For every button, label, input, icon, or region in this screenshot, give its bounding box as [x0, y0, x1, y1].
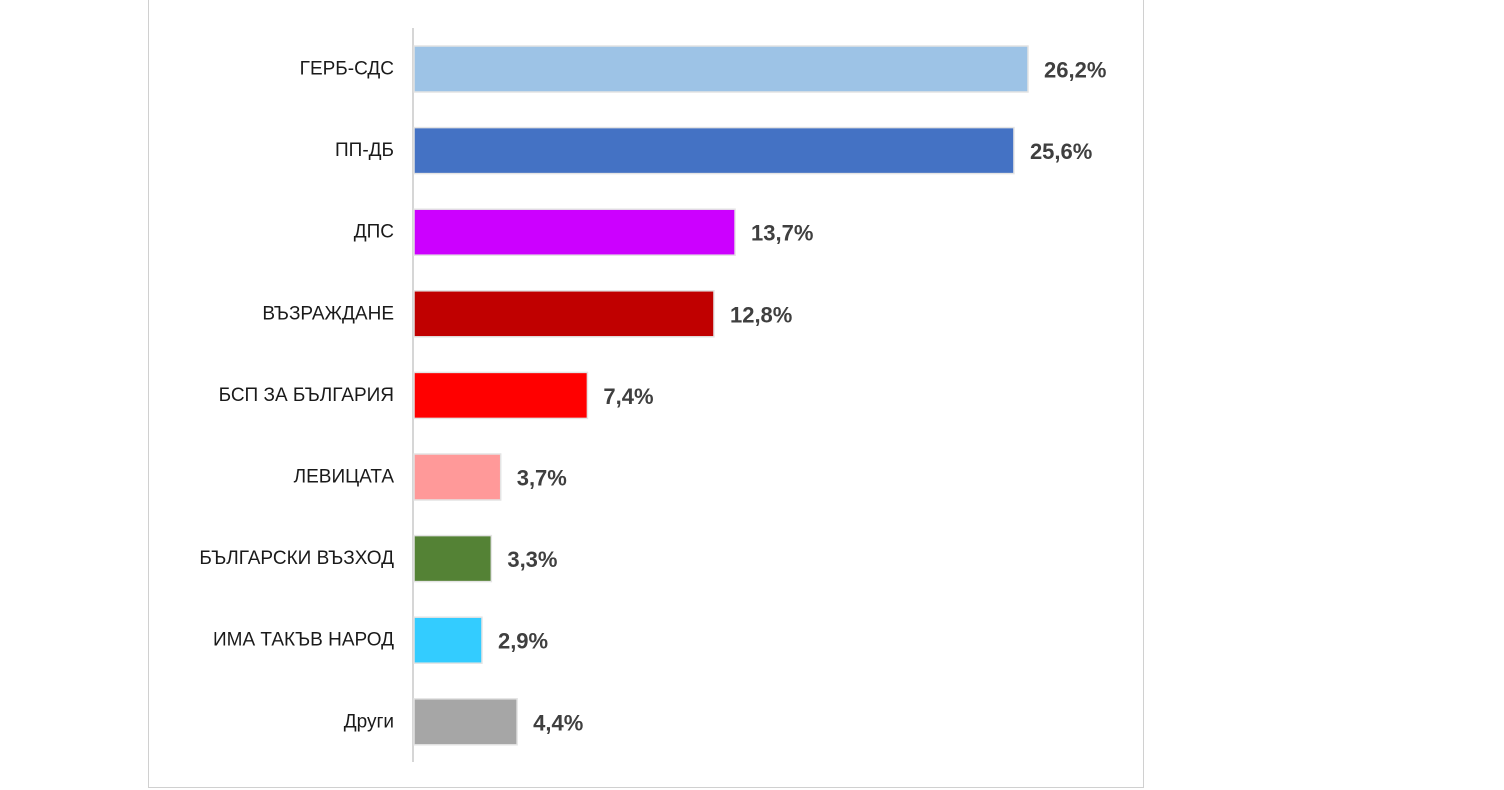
category-label-2: ДПС — [354, 222, 394, 243]
value-label-3: 12,8% — [730, 302, 792, 327]
category-label-4: БСП ЗА БЪЛГАРИЯ — [219, 385, 394, 406]
bar-1 — [413, 126, 1015, 175]
value-label-1: 25,6% — [1030, 139, 1092, 164]
value-label-6: 3,3% — [507, 547, 557, 572]
bar-0 — [413, 45, 1029, 93]
value-label-7: 2,9% — [498, 629, 548, 654]
category-label-5: ЛЕВИЦАТА — [294, 467, 395, 488]
category-label-6: БЪЛГАРСКИ ВЪЗХОД — [199, 548, 394, 569]
bar-7 — [413, 616, 483, 664]
category-label-8: Други — [344, 711, 394, 732]
category-label-7: ИМА ТАКЪВ НАРОД — [213, 630, 394, 651]
bar-4 — [413, 371, 589, 420]
bar-8 — [413, 698, 518, 746]
category-label-1: ПП-ДБ — [335, 140, 394, 161]
category-label-3: ВЪЗРАЖДАНЕ — [262, 303, 394, 324]
bar-2 — [413, 208, 736, 256]
value-label-8: 4,4% — [533, 710, 583, 735]
bars-group: ГЕРБ-СДС 26,2% ПП-ДБ 25,6% ДПС 13,7% ВЪЗРАЖДАН… — [199, 45, 1106, 746]
value-label-4: 7,4% — [603, 384, 653, 409]
bar-3 — [413, 290, 715, 338]
value-label-5: 3,7% — [517, 466, 567, 491]
category-label-0: ГЕРБ-СДС — [300, 59, 394, 80]
value-label-0: 26,2% — [1044, 58, 1106, 83]
value-label-2: 13,7% — [751, 221, 813, 246]
bar-5 — [413, 453, 502, 501]
bar-6 — [413, 534, 493, 583]
